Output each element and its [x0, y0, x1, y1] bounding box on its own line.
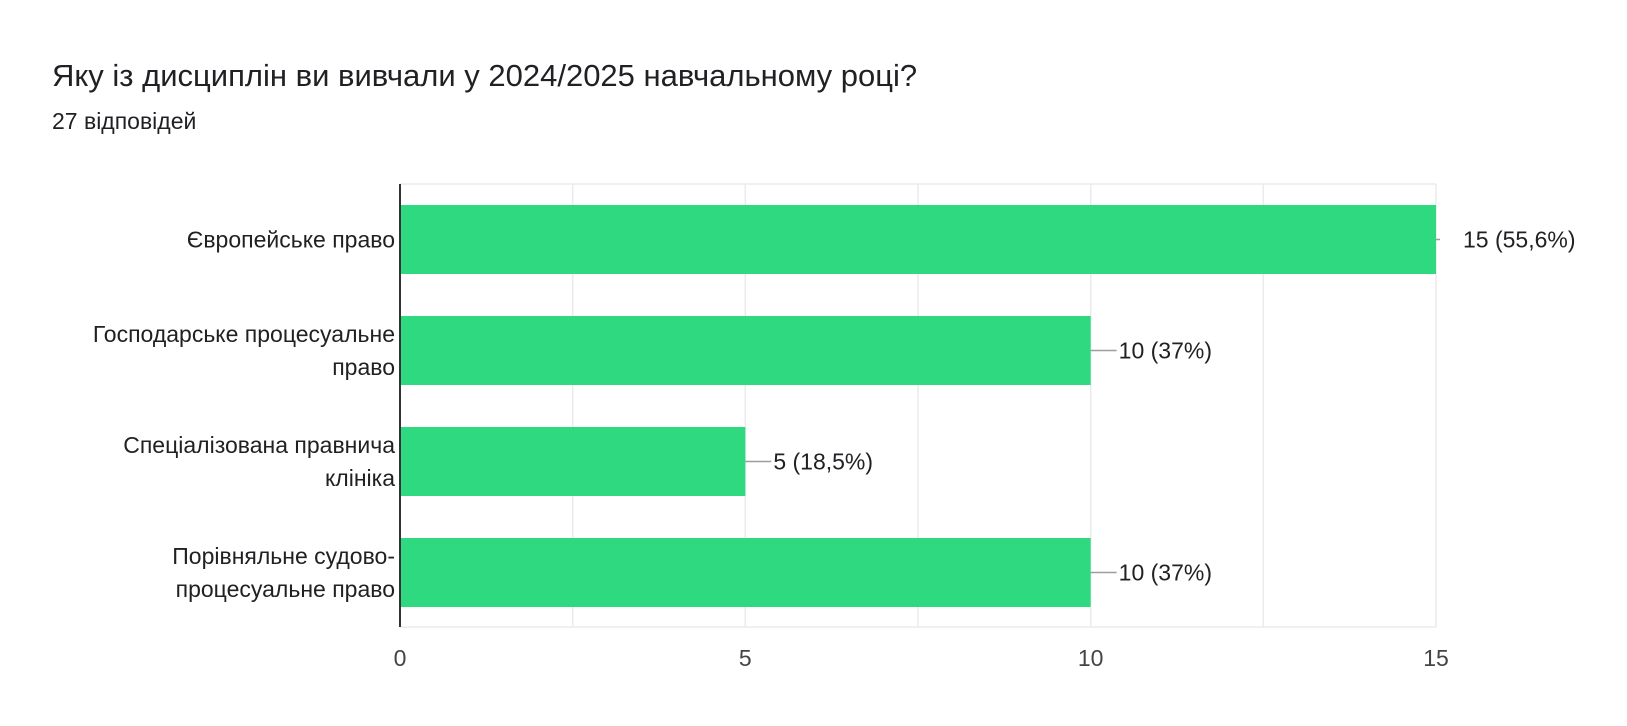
category-label: право: [332, 354, 395, 380]
bar: [400, 538, 1091, 607]
category-label: Господарське процесуальне: [93, 321, 395, 347]
x-tick-label: 15: [1423, 645, 1449, 671]
data-label: 10 (37%): [1119, 560, 1212, 586]
category-label: процесуальне право: [176, 576, 395, 602]
category-label: клініка: [325, 465, 395, 491]
bars: [400, 205, 1436, 607]
labels: Європейське право 15 (55,6%) Господарське …: [93, 227, 1576, 603]
axes: 0 5 10 15: [394, 184, 1449, 671]
response-count: 27 відповідей: [52, 108, 197, 134]
category-label: Спеціалізована правнича: [123, 432, 395, 458]
category-label: Європейське право: [187, 227, 395, 253]
chart-title: Яку із дисциплін ви вивчали у 2024/2025 …: [52, 58, 918, 93]
bar: [400, 427, 746, 496]
data-label: 15 (55,6%): [1463, 227, 1576, 253]
category-label: Порівняльне судово-: [172, 543, 395, 569]
bar: [400, 205, 1436, 274]
x-tick-label: 5: [739, 645, 752, 671]
data-label: 10 (37%): [1119, 338, 1212, 364]
bar: [400, 316, 1091, 385]
data-label: 5 (18,5%): [773, 449, 873, 475]
x-tick-label: 0: [394, 645, 407, 671]
x-tick-label: 10: [1078, 645, 1104, 671]
